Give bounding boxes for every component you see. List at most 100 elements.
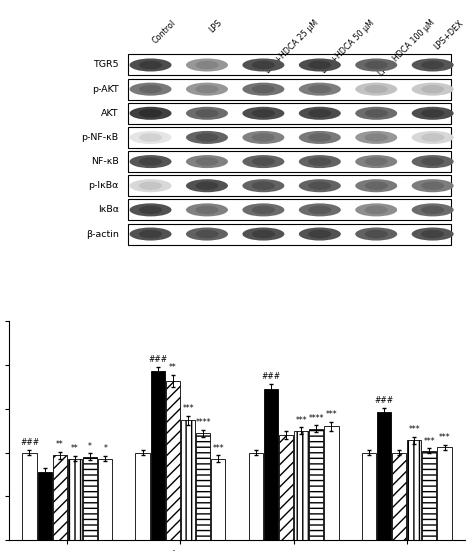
Bar — [377, 412, 391, 540]
Bar — [279, 435, 293, 540]
Bar — [248, 452, 263, 540]
Text: *: * — [103, 445, 107, 453]
Ellipse shape — [299, 155, 341, 168]
Bar — [22, 452, 36, 540]
Text: LPS+HDCA 100 μM: LPS+HDCA 100 μM — [376, 18, 436, 78]
Bar — [211, 458, 226, 540]
Ellipse shape — [411, 155, 454, 168]
Ellipse shape — [252, 61, 275, 69]
Ellipse shape — [355, 107, 397, 120]
Bar — [128, 127, 451, 148]
Bar — [98, 458, 112, 540]
Text: ###: ### — [20, 439, 39, 447]
Ellipse shape — [139, 85, 162, 93]
Ellipse shape — [186, 58, 228, 72]
Ellipse shape — [129, 107, 172, 120]
Ellipse shape — [195, 230, 219, 238]
Ellipse shape — [421, 158, 444, 166]
Ellipse shape — [186, 107, 228, 120]
Ellipse shape — [186, 155, 228, 168]
Text: ###: ### — [148, 355, 167, 364]
Text: ***: *** — [439, 433, 450, 442]
Bar — [294, 431, 308, 540]
Ellipse shape — [421, 85, 444, 93]
Ellipse shape — [252, 109, 275, 117]
Bar — [37, 472, 52, 540]
Ellipse shape — [421, 61, 444, 69]
Bar — [83, 457, 97, 540]
Bar — [128, 55, 451, 75]
Text: p-NF-κB: p-NF-κB — [82, 133, 118, 142]
Bar — [407, 440, 421, 540]
Ellipse shape — [242, 155, 284, 168]
Ellipse shape — [411, 203, 454, 217]
Ellipse shape — [242, 179, 284, 192]
Ellipse shape — [411, 131, 454, 144]
Text: AKT: AKT — [101, 109, 118, 118]
Ellipse shape — [186, 203, 228, 217]
Bar — [309, 429, 323, 540]
Ellipse shape — [195, 158, 219, 166]
Ellipse shape — [195, 109, 219, 117]
Bar — [128, 175, 451, 196]
Text: p-IκBα: p-IκBα — [88, 181, 118, 190]
Text: ***: *** — [212, 444, 224, 452]
Ellipse shape — [195, 206, 219, 214]
Bar — [128, 224, 451, 245]
Ellipse shape — [299, 107, 341, 120]
Ellipse shape — [129, 155, 172, 168]
Ellipse shape — [365, 181, 388, 190]
Ellipse shape — [365, 85, 388, 93]
Ellipse shape — [252, 206, 275, 214]
Bar — [128, 151, 451, 172]
Ellipse shape — [421, 230, 444, 238]
Bar — [264, 389, 278, 540]
Ellipse shape — [242, 228, 284, 241]
Ellipse shape — [139, 133, 162, 142]
Ellipse shape — [308, 85, 331, 93]
Ellipse shape — [308, 206, 331, 214]
Ellipse shape — [308, 133, 331, 142]
Ellipse shape — [195, 181, 219, 190]
Ellipse shape — [365, 206, 388, 214]
Bar — [128, 199, 451, 220]
Ellipse shape — [421, 181, 444, 190]
Ellipse shape — [355, 179, 397, 192]
Ellipse shape — [139, 181, 162, 190]
Ellipse shape — [242, 107, 284, 120]
Ellipse shape — [365, 109, 388, 117]
Ellipse shape — [252, 230, 275, 238]
Ellipse shape — [421, 206, 444, 214]
Ellipse shape — [365, 61, 388, 69]
Bar — [362, 452, 376, 540]
Ellipse shape — [299, 83, 341, 96]
Ellipse shape — [308, 61, 331, 69]
Ellipse shape — [252, 181, 275, 190]
Bar — [166, 381, 180, 540]
Ellipse shape — [139, 158, 162, 166]
Bar — [53, 455, 67, 540]
Ellipse shape — [186, 131, 228, 144]
Text: IκBα: IκBα — [98, 206, 118, 214]
Ellipse shape — [129, 228, 172, 241]
Bar — [128, 103, 451, 124]
Ellipse shape — [242, 58, 284, 72]
Ellipse shape — [299, 179, 341, 192]
Ellipse shape — [186, 179, 228, 192]
Bar — [68, 458, 82, 540]
Text: **: ** — [71, 445, 79, 453]
Text: β-actin: β-actin — [86, 230, 118, 239]
Ellipse shape — [129, 179, 172, 192]
Ellipse shape — [411, 228, 454, 241]
Text: LPS+HDCA 25 μM: LPS+HDCA 25 μM — [264, 18, 320, 75]
Ellipse shape — [195, 133, 219, 142]
Ellipse shape — [411, 107, 454, 120]
Ellipse shape — [252, 158, 275, 166]
Bar — [422, 451, 437, 540]
Ellipse shape — [242, 131, 284, 144]
Text: ***: *** — [409, 425, 420, 434]
Ellipse shape — [139, 206, 162, 214]
Bar — [181, 420, 195, 540]
Ellipse shape — [355, 83, 397, 96]
Ellipse shape — [365, 158, 388, 166]
